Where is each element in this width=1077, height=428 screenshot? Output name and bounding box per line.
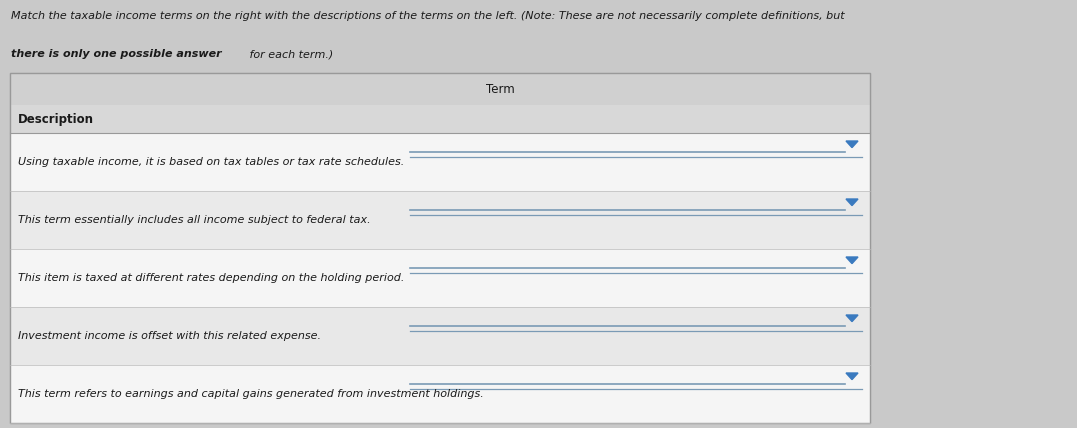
Text: This item is taxed at different rates depending on the holding period.: This item is taxed at different rates de… xyxy=(18,273,404,283)
Bar xyxy=(10,105,870,133)
Bar xyxy=(10,73,870,423)
Text: Match the taxable income terms on the right with the descriptions of the terms o: Match the taxable income terms on the ri… xyxy=(11,11,844,21)
Bar xyxy=(10,133,870,191)
Bar xyxy=(10,249,870,307)
Bar xyxy=(10,307,870,365)
Text: Using taxable income, it is based on tax tables or tax rate schedules.: Using taxable income, it is based on tax… xyxy=(18,157,404,167)
Bar xyxy=(10,73,870,423)
Bar xyxy=(10,73,870,105)
Polygon shape xyxy=(847,141,858,148)
Polygon shape xyxy=(847,199,858,205)
Bar xyxy=(10,191,870,249)
Text: there is only one possible answer: there is only one possible answer xyxy=(11,49,222,59)
Text: Description: Description xyxy=(18,113,94,125)
Polygon shape xyxy=(847,257,858,264)
Polygon shape xyxy=(847,373,858,380)
Text: Investment income is offset with this related expense.: Investment income is offset with this re… xyxy=(18,331,321,341)
Text: Term: Term xyxy=(486,83,515,95)
Text: This term refers to earnings and capital gains generated from investment holding: This term refers to earnings and capital… xyxy=(18,389,484,399)
Text: This term essentially includes all income subject to federal tax.: This term essentially includes all incom… xyxy=(18,215,370,225)
Polygon shape xyxy=(847,315,858,321)
Text: for each term.): for each term.) xyxy=(246,49,333,59)
Bar xyxy=(10,365,870,423)
